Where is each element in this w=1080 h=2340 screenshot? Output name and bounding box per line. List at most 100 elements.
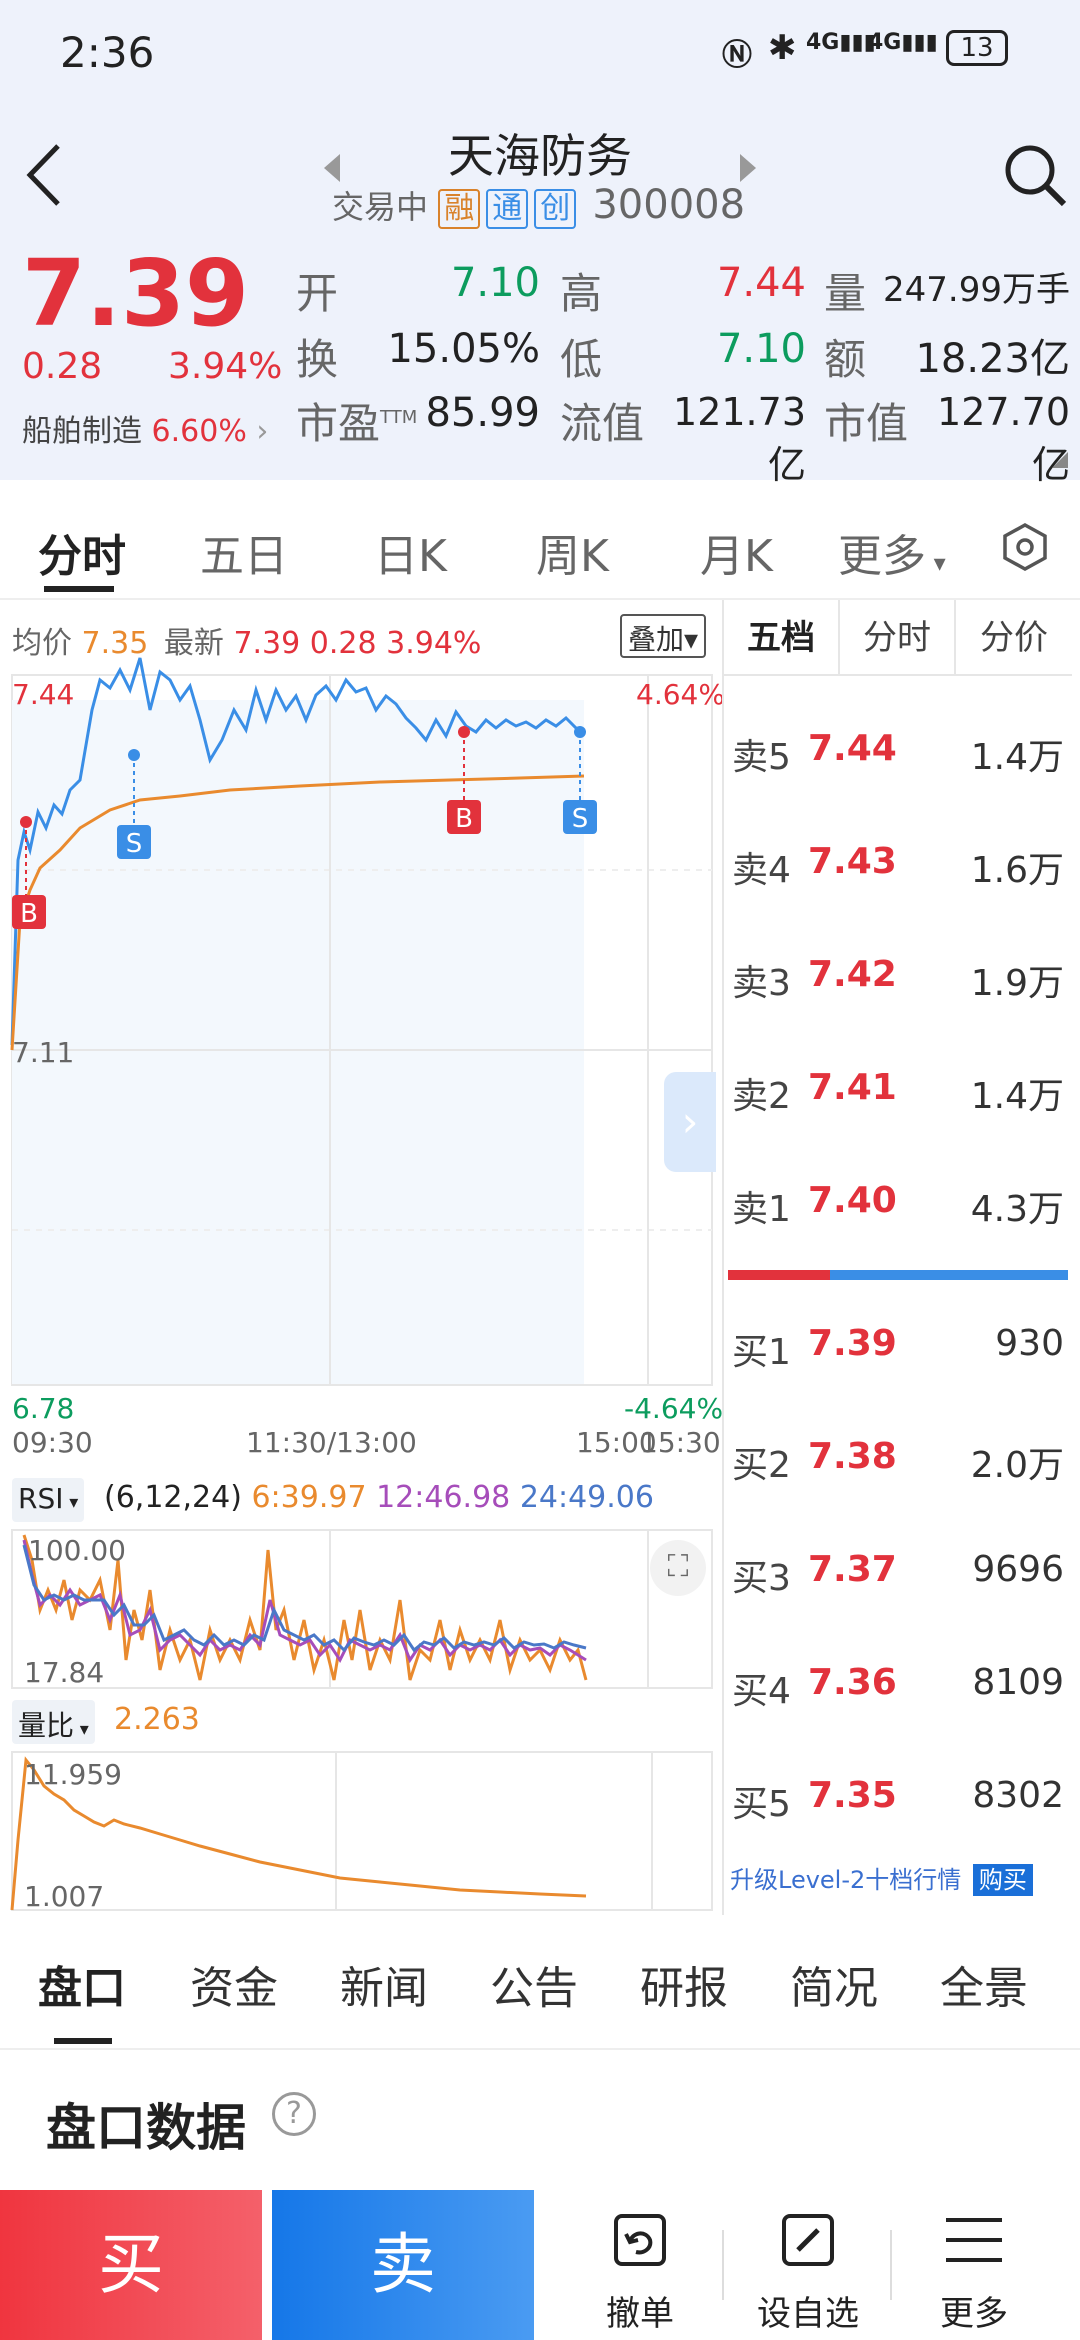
sector-pct: 6.60%	[151, 414, 247, 449]
chevron-right-icon: ›	[681, 1097, 699, 1146]
tag-connect: 通	[486, 189, 529, 229]
tab-panorama[interactable]: 全景	[940, 1963, 1028, 2014]
chart-period-tabs: 分时 五日 日K 周K 月K 更多 ▾	[0, 490, 1080, 600]
expand-corner-icon[interactable]	[1050, 450, 1070, 470]
bluetooth-icon: ✱	[768, 28, 797, 68]
chart-svg: B S B S	[10, 657, 713, 1911]
tag-margin: 融	[438, 189, 481, 229]
tab-price-distribution[interactable]: 分价	[980, 618, 1048, 658]
edit-icon	[782, 2214, 834, 2266]
buy-sell-ratio-bar	[728, 1270, 1068, 1280]
stock-subline: 交易中 融通创 300008	[332, 182, 745, 229]
tab-intraday[interactable]: 分时	[38, 531, 126, 582]
signal1-icon: 4G▮▮▮	[806, 30, 876, 55]
next-stock-icon[interactable]	[736, 150, 760, 186]
y-axis-mid: 7.11	[12, 1036, 75, 1069]
x-axis-end2: 15:30	[640, 1426, 721, 1459]
tab-more[interactable]: 更多 ▾	[838, 531, 946, 582]
turnover-label: 换	[296, 335, 339, 384]
float-cap-label: 流值	[560, 399, 645, 448]
overlay-button[interactable]: 叠加▾	[620, 614, 707, 658]
tab-5day[interactable]: 五日	[200, 531, 288, 582]
sell-row-2: 卖2 7.41 1.4万	[732, 1067, 1064, 1117]
high-label: 高	[560, 269, 603, 318]
upgrade-level2-link[interactable]: 升级Level-2十档行情 购买	[730, 1860, 1033, 1896]
buy-row-2: 买2 7.38 2.0万	[732, 1436, 1064, 1486]
pct-axis-top: 4.64%	[636, 678, 725, 711]
float-cap-value: 121.73亿	[673, 390, 806, 487]
rsi-y-bottom: 17.84	[24, 1656, 105, 1689]
pct-axis-bottom: -4.64%	[624, 1392, 724, 1425]
sell-row-5: 卖5 7.44 1.4万	[732, 728, 1064, 778]
clock: 2:36	[60, 28, 155, 77]
active-info-tab-indicator	[54, 2038, 112, 2044]
battery-icon: 13	[946, 30, 1008, 66]
rsi-selector[interactable]: RSI ▾	[12, 1478, 85, 1522]
volume-label: 量	[824, 269, 867, 318]
order-book-tabs: 五档 分时 分价	[724, 600, 1072, 676]
help-icon[interactable]: ?	[272, 2092, 316, 2136]
tab-profile[interactable]: 简况	[790, 1963, 878, 2014]
low-value: 7.10	[716, 326, 806, 372]
volume-value: 247.99万手	[883, 270, 1070, 310]
price-line	[10, 657, 585, 1046]
buy-row-3: 买3 7.37 9696	[732, 1549, 1064, 1599]
low-label: 低	[560, 335, 603, 384]
status-bar: 2:36 Ⓝ ✱ 4G▮▮▮ 4G▮▮▮ 13	[0, 0, 1080, 110]
tag-chinext: 创	[534, 189, 577, 229]
volume-ratio-y-bottom: 1.007	[24, 1880, 105, 1913]
cancel-order-button[interactable]: 撤单	[590, 2190, 690, 2340]
tab-research[interactable]: 研报	[640, 1963, 728, 2014]
tab-daily-k[interactable]: 日K	[374, 531, 447, 582]
buy-row-5: 买5 7.35 8302	[732, 1775, 1064, 1825]
marker-sell-2: S	[572, 804, 589, 834]
sell-row-3: 卖3 7.42 1.9万	[732, 954, 1064, 1004]
tab-announcements[interactable]: 公告	[490, 1963, 578, 2014]
marker-buy-2: B	[455, 804, 473, 834]
volume-ratio-value: 2.263	[114, 1702, 200, 1737]
section-title: 盘口数据	[46, 2099, 246, 2157]
prev-stock-icon[interactable]	[320, 150, 344, 186]
action-bar: 买 卖 撤单 设自选 更多	[0, 2190, 1080, 2340]
avg-price-line	[10, 774, 585, 1051]
tab-monthly-k[interactable]: 月K	[700, 531, 773, 582]
price-change: 0.28	[22, 346, 103, 387]
amount-value: 18.23亿	[915, 336, 1070, 382]
sell-button[interactable]: 卖	[272, 2190, 534, 2340]
open-value: 7.10	[450, 260, 540, 306]
chevron-right-icon: ›	[256, 414, 269, 449]
tab-order-book[interactable]: 盘口	[38, 1963, 126, 2014]
quote-panel: 7.39 0.28 3.94% 船舶制造 6.60% › 开 7.10 高 7.…	[0, 240, 1080, 487]
stock-code: 300008	[592, 182, 746, 228]
menu-icon	[946, 2218, 1002, 2262]
pe-label: 市盈TTM	[296, 399, 418, 448]
buy-button[interactable]: 买	[0, 2190, 262, 2340]
fullscreen-icon[interactable]: ⛶	[650, 1540, 706, 1596]
add-watchlist-button[interactable]: 设自选	[748, 2190, 868, 2340]
pe-value: 85.99	[425, 390, 540, 436]
buy-row-1: 买1 7.39 930	[732, 1323, 1064, 1373]
tab-news[interactable]: 新闻	[340, 1963, 428, 2014]
purchase-button[interactable]: 购买	[972, 1864, 1033, 1896]
tab-five-level[interactable]: 五档	[724, 600, 840, 676]
stock-header: 天海防务 交易中 融通创 300008	[0, 110, 1080, 240]
signal2-icon: 4G▮▮▮	[868, 30, 938, 55]
sell-row-4: 卖4 7.43 1.6万	[732, 841, 1064, 891]
back-icon[interactable]	[20, 140, 70, 210]
turnover-value: 15.05%	[387, 326, 540, 372]
tab-funds[interactable]: 资金	[190, 1963, 278, 2014]
tab-weekly-k[interactable]: 周K	[536, 531, 609, 582]
high-value: 7.44	[716, 260, 806, 306]
settings-hexagon-icon[interactable]	[1000, 522, 1050, 572]
x-axis-mid: 11:30/13:00	[246, 1426, 417, 1459]
tab-tick[interactable]: 分时	[840, 600, 956, 676]
volume-ratio-y-top: 11.959	[24, 1758, 122, 1791]
volume-ratio-selector[interactable]: 量比 ▾	[12, 1700, 95, 1744]
sector-link[interactable]: 船舶制造 6.60% ›	[22, 406, 268, 450]
expand-panel-button[interactable]: ›	[664, 1072, 716, 1172]
y-axis-top: 7.44	[12, 678, 75, 711]
search-icon[interactable]	[1000, 140, 1070, 210]
more-button[interactable]: 更多	[924, 2190, 1024, 2340]
sell-row-1: 卖1 7.40 4.3万	[732, 1180, 1064, 1230]
buy-ratio-fill	[728, 1270, 830, 1280]
